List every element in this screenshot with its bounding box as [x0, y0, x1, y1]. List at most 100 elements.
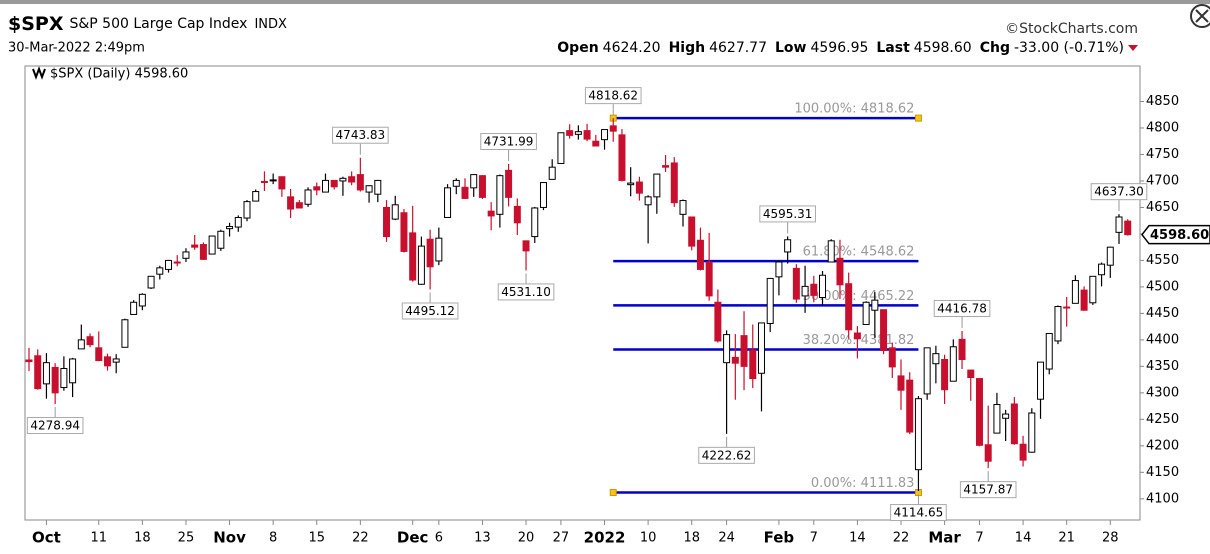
extreme-label-text: 4157.87 — [963, 483, 1013, 497]
candle-body — [1106, 246, 1114, 266]
candle-body — [505, 169, 513, 198]
x-tick-label: 8 — [269, 531, 277, 546]
candle-body — [243, 201, 251, 219]
candle-body — [60, 367, 68, 389]
fib-handle — [609, 489, 617, 497]
quote-value: 4596.95 — [810, 40, 868, 56]
candle-body — [932, 353, 940, 365]
extreme-label-box — [759, 205, 816, 223]
quote: Open 4624.20 High 4627.77 Low 4596.95 Last 4598… — [557, 40, 1124, 56]
candle-body — [25, 359, 33, 363]
candle-body — [914, 398, 922, 471]
candle-body — [95, 347, 103, 362]
y-tick-label: 4400 — [1146, 332, 1179, 347]
candle-body — [888, 347, 896, 368]
candle-body — [1098, 263, 1106, 276]
candle-body — [635, 181, 643, 194]
x-tick-label: 18 — [134, 531, 151, 546]
extreme-label-box — [497, 283, 555, 301]
candle-body — [670, 162, 678, 204]
candle-body — [86, 336, 94, 346]
y-tick-label: 4800 — [1146, 120, 1179, 135]
candle-body — [191, 244, 199, 248]
y-tick-label: 4450 — [1146, 306, 1179, 321]
candle-body — [618, 134, 626, 181]
y-tick-label: 4150 — [1146, 465, 1179, 480]
last-tag-box — [1141, 224, 1210, 245]
extreme-label-text: 4595.31 — [763, 207, 813, 221]
candle-body — [1010, 403, 1018, 445]
candle-body — [853, 332, 861, 340]
candle-body — [391, 204, 399, 220]
close-button[interactable] — [1190, 4, 1210, 28]
candle-body — [121, 319, 129, 348]
y-tick-label: 4550 — [1146, 253, 1179, 268]
candle-body — [365, 185, 373, 193]
candle-body — [226, 226, 234, 230]
candle-body — [1054, 306, 1062, 342]
quote-key: Last — [876, 40, 910, 56]
candle-body — [601, 129, 609, 141]
candle-body — [574, 131, 582, 135]
x-tick-label: 15 — [308, 531, 325, 546]
candle-body — [1045, 333, 1053, 370]
candle-body — [522, 240, 530, 252]
candle-body — [731, 356, 739, 364]
x-tick-label: Dec — [397, 529, 429, 547]
extreme-label-box — [933, 299, 991, 317]
candle-body — [42, 362, 50, 385]
candle-body — [112, 358, 120, 363]
fib-label: 50.00%: 4465.22 — [803, 289, 915, 304]
candle-body — [757, 322, 765, 374]
candle-body — [749, 349, 757, 380]
candle-body — [662, 165, 670, 168]
candle-body — [819, 274, 827, 299]
x-tick-label: 2022 — [584, 529, 626, 547]
y-tick-label: 4650 — [1146, 200, 1179, 215]
extreme-label-text: 4818.62 — [588, 89, 638, 103]
candle-body — [295, 202, 303, 209]
extreme-label-text: 4416.78 — [937, 301, 987, 315]
x-tick-label: Nov — [213, 529, 246, 547]
candle-body — [400, 212, 408, 252]
candle-body — [1071, 280, 1079, 304]
plot-frame — [24, 65, 1141, 521]
candle-body — [348, 176, 356, 183]
symbol: $SPX — [8, 13, 64, 35]
candle-body — [714, 301, 722, 342]
candle-body — [234, 217, 242, 228]
candle-body — [69, 358, 77, 384]
x-tick-label: 20 — [518, 531, 535, 546]
fib-label: 100.00%: 4818.62 — [794, 102, 914, 117]
extreme-label-box — [401, 302, 459, 320]
candle-body — [426, 238, 434, 268]
x-tick-label: 7 — [810, 531, 818, 546]
candle-body — [304, 189, 312, 205]
candle-body — [766, 277, 774, 324]
candle-body — [1089, 275, 1097, 304]
extreme-label-text: 4637.30 — [1094, 185, 1144, 199]
candle-body — [321, 179, 329, 193]
change-arrow — [1128, 45, 1138, 51]
candle-body — [539, 182, 547, 208]
candle-body — [653, 173, 661, 198]
quote-key: Chg — [980, 40, 1010, 56]
legend-icon — [32, 66, 46, 80]
quote-key: Low — [775, 40, 807, 56]
candle-body — [130, 301, 138, 315]
candle-body — [470, 174, 478, 189]
extreme-label-text: 4495.12 — [405, 304, 455, 318]
chart-heading: $SPX S&P 500 Large Cap Index INDX — [8, 13, 287, 35]
extreme-label-text: 4278.94 — [30, 419, 80, 433]
extreme-label-text: 4114.65 — [894, 506, 944, 520]
candle-body — [199, 244, 207, 260]
x-tick-label: 14 — [849, 531, 866, 546]
candle-body — [156, 267, 164, 275]
candle-body — [383, 206, 391, 238]
candle-body — [723, 334, 731, 364]
candle-body — [984, 444, 992, 462]
x-tick-label: 18 — [683, 531, 700, 546]
extreme-label: 4531.10 — [497, 283, 555, 301]
y-tick-label: 4750 — [1146, 147, 1179, 162]
